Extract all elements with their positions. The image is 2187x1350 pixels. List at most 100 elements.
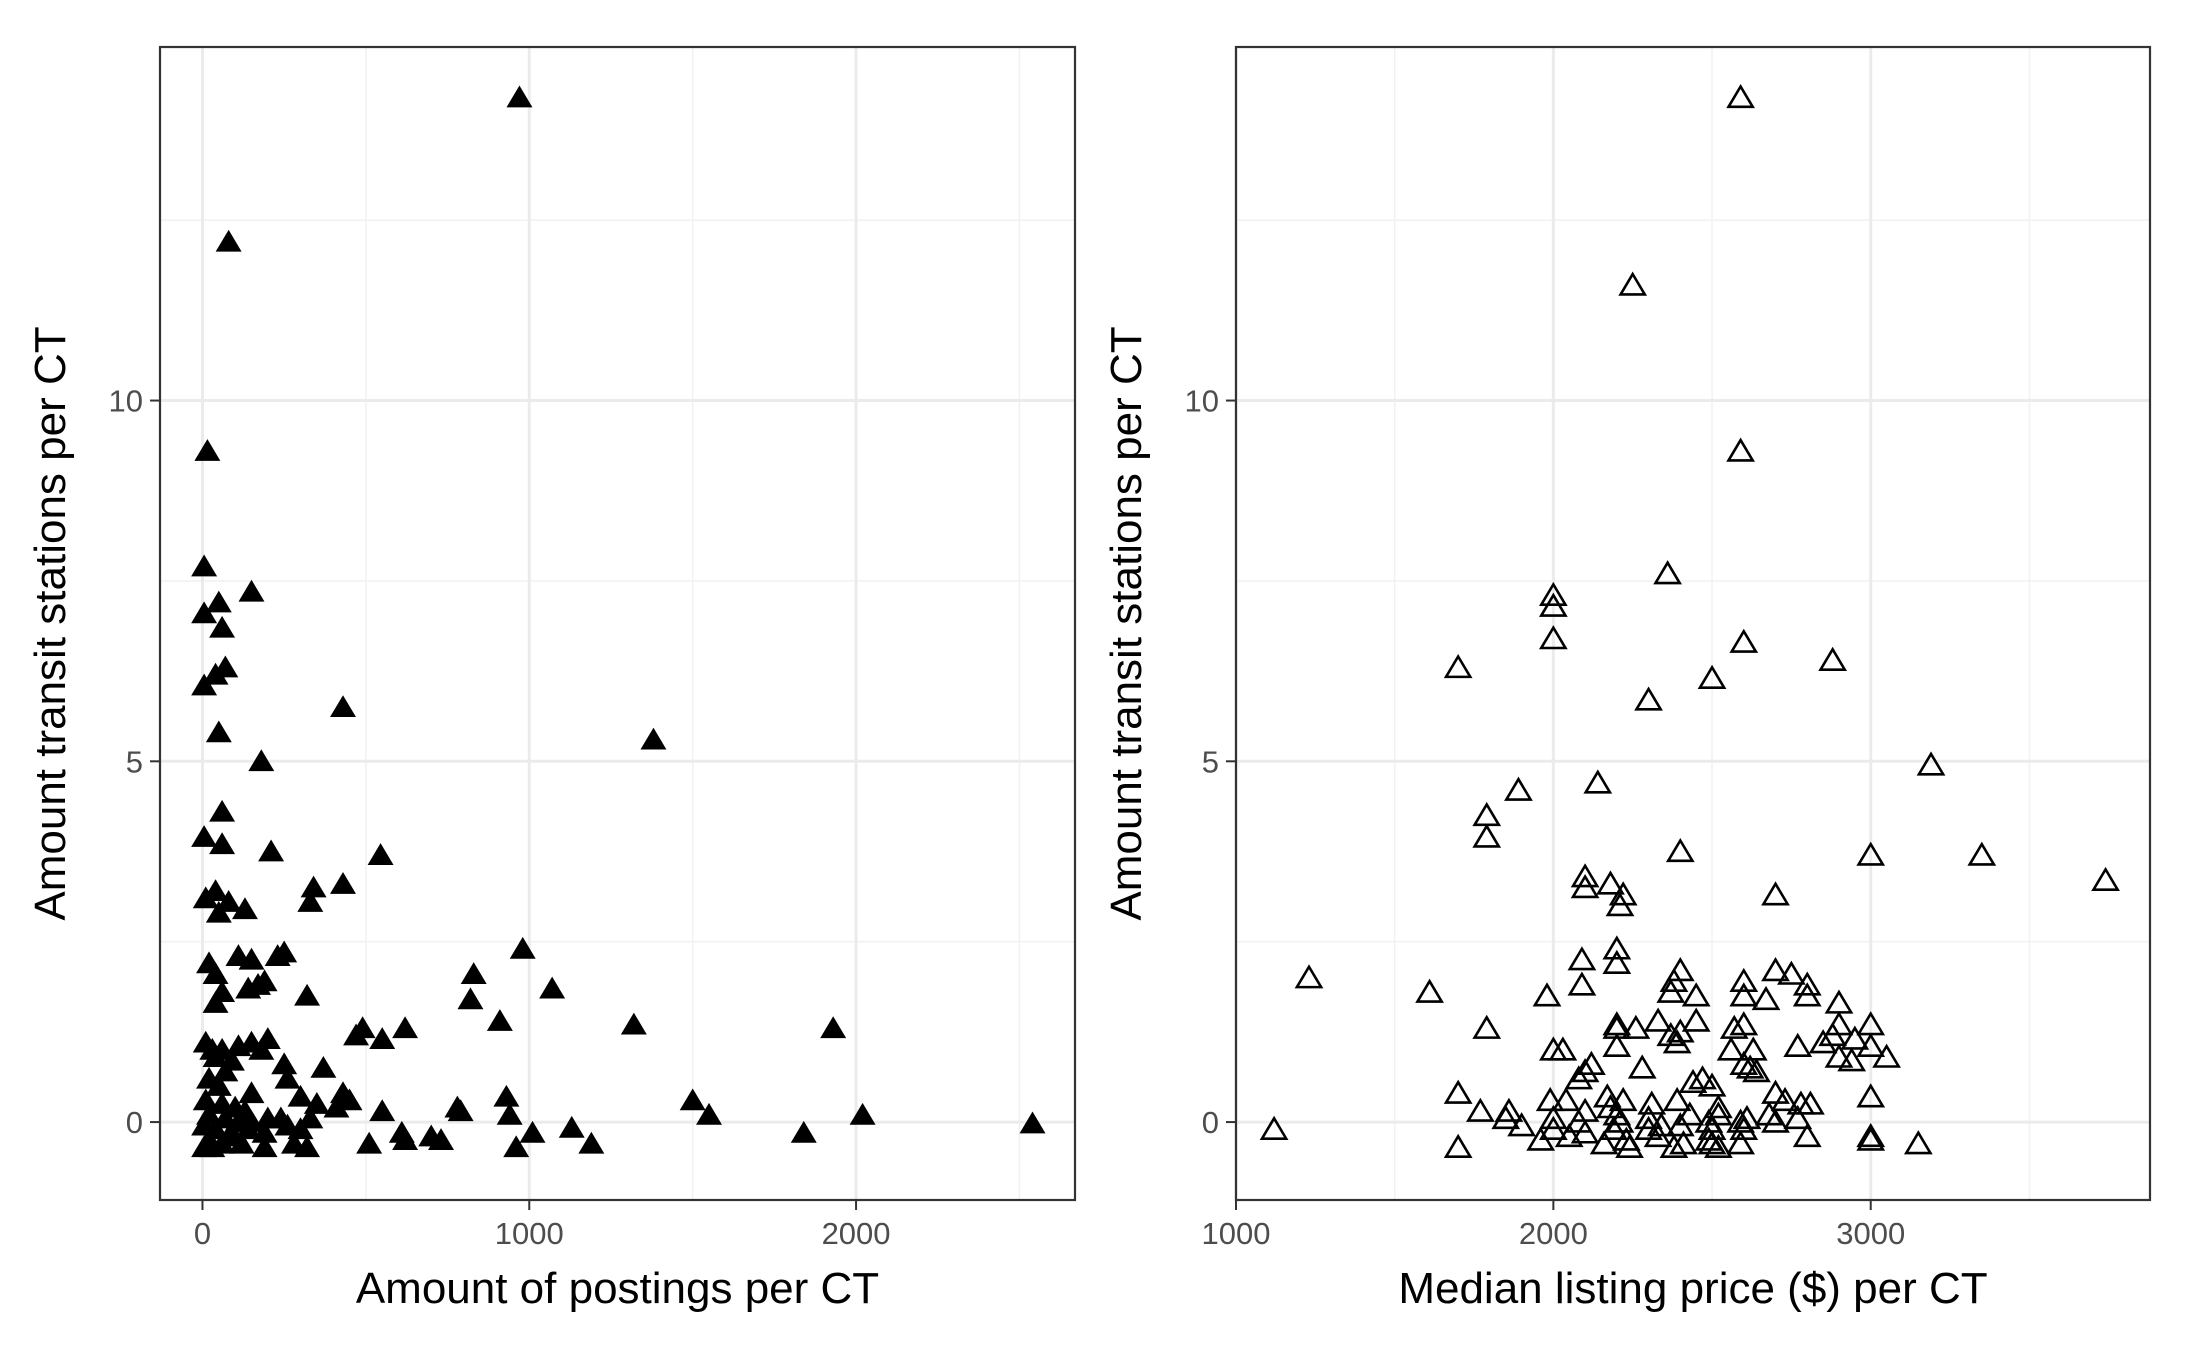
data-point bbox=[1729, 967, 1759, 993]
right-gridlines bbox=[1234, 47, 2150, 1200]
data-point bbox=[1818, 1021, 1848, 1047]
data-point bbox=[1538, 592, 1568, 617]
data-point bbox=[271, 1052, 298, 1075]
data-point bbox=[1659, 1133, 1689, 1158]
data-point bbox=[235, 976, 262, 999]
data-point bbox=[343, 1023, 370, 1046]
data-point bbox=[1808, 1029, 1838, 1054]
data-point bbox=[310, 1055, 337, 1078]
data-point bbox=[1738, 1036, 1768, 1061]
data-point bbox=[1535, 1086, 1565, 1112]
data-point bbox=[1856, 841, 1886, 866]
data-point bbox=[1697, 664, 1727, 689]
right-x-tick-label: 2000 bbox=[1519, 1216, 1588, 1251]
data-point bbox=[1761, 1079, 1790, 1104]
data-point bbox=[388, 1120, 415, 1143]
data-point bbox=[356, 1131, 383, 1154]
data-point bbox=[1653, 560, 1682, 585]
data-point bbox=[1443, 1079, 1473, 1104]
data-point bbox=[696, 1102, 722, 1125]
data-point bbox=[1589, 1130, 1619, 1155]
data-point bbox=[1526, 1126, 1556, 1151]
data-point bbox=[1856, 1122, 1886, 1148]
data-point bbox=[1602, 949, 1632, 974]
data-point bbox=[392, 1016, 419, 1039]
data-point bbox=[1538, 581, 1568, 607]
data-point bbox=[1761, 881, 1790, 906]
data-point bbox=[330, 871, 356, 894]
data-point bbox=[287, 1084, 314, 1107]
right-x-tick-label: 3000 bbox=[1836, 1216, 1905, 1251]
data-point bbox=[238, 1081, 265, 1104]
data-point bbox=[558, 1115, 585, 1138]
data-point bbox=[1719, 1014, 1749, 1039]
data-point bbox=[202, 879, 229, 902]
data-point bbox=[1294, 964, 1324, 989]
left-y-axis-title: Amount transit stations per CT bbox=[26, 326, 75, 920]
data-point bbox=[1751, 985, 1781, 1011]
data-point bbox=[215, 229, 242, 252]
data-point bbox=[1634, 1104, 1663, 1130]
data-point bbox=[258, 839, 285, 862]
data-point bbox=[1916, 751, 1946, 776]
data-point bbox=[251, 969, 278, 992]
data-point bbox=[1548, 1036, 1578, 1061]
data-point bbox=[1675, 1101, 1705, 1126]
right-y-axis-title: Amount transit stations per CT bbox=[1102, 326, 1151, 920]
right-x-tick-label: 1000 bbox=[1202, 1216, 1271, 1251]
right-scatter-panel: 1000 2000 3000 0 5 10 Median listing price ($… bbox=[1102, 45, 2152, 1313]
left-x-tick-label: 1000 bbox=[495, 1216, 564, 1251]
data-point bbox=[1602, 935, 1632, 960]
data-point bbox=[1770, 1086, 1800, 1112]
data-point bbox=[486, 1009, 513, 1031]
data-point bbox=[1824, 1011, 1854, 1036]
data-point bbox=[1729, 1011, 1759, 1036]
data-point bbox=[1967, 841, 1997, 866]
left-ticks: 0 1000 2000 0 5 10 bbox=[109, 384, 891, 1251]
data-point bbox=[1840, 1025, 1870, 1050]
data-point bbox=[640, 727, 667, 750]
data-point bbox=[457, 987, 484, 1010]
data-point bbox=[1472, 1014, 1502, 1039]
right-y-tick-label: 5 bbox=[1202, 744, 1219, 779]
data-point bbox=[1792, 971, 1822, 996]
data-point bbox=[1761, 1108, 1790, 1133]
data-point bbox=[849, 1102, 876, 1125]
data-point bbox=[1621, 1014, 1651, 1039]
data-point bbox=[1726, 1130, 1755, 1155]
data-point bbox=[1704, 1101, 1733, 1126]
left-x-axis-title: Amount of postings per CT bbox=[356, 1264, 879, 1313]
data-point bbox=[1716, 1036, 1746, 1061]
data-point bbox=[1538, 1115, 1568, 1140]
data-point bbox=[194, 439, 221, 461]
data-point bbox=[297, 890, 324, 912]
data-point bbox=[215, 890, 242, 912]
data-point bbox=[1872, 1043, 1901, 1068]
data-point bbox=[330, 695, 356, 718]
data-point bbox=[1615, 1133, 1644, 1158]
data-point bbox=[1415, 978, 1444, 1003]
data-point bbox=[1776, 960, 1806, 985]
data-point bbox=[202, 1045, 229, 1067]
data-point bbox=[1856, 1126, 1886, 1151]
data-point bbox=[1726, 83, 1755, 109]
data-point bbox=[1491, 1104, 1521, 1130]
data-point bbox=[539, 976, 566, 999]
data-point bbox=[519, 1120, 546, 1143]
data-point bbox=[336, 1088, 363, 1111]
data-point bbox=[369, 1099, 396, 1122]
data-point bbox=[209, 615, 236, 638]
data-point bbox=[1665, 837, 1695, 863]
right-panel-frame bbox=[1234, 45, 2152, 1202]
data-point bbox=[367, 843, 394, 865]
data-point bbox=[1732, 1104, 1762, 1130]
data-point bbox=[271, 940, 298, 963]
right-ticks: 1000 2000 3000 0 5 10 bbox=[1185, 384, 1906, 1251]
data-point bbox=[205, 720, 232, 743]
data-point bbox=[1592, 1083, 1622, 1108]
data-point bbox=[1783, 1032, 1813, 1057]
data-point bbox=[248, 1037, 275, 1060]
data-point bbox=[235, 1117, 262, 1140]
data-point bbox=[2091, 866, 2120, 892]
data-point bbox=[1697, 1115, 1727, 1140]
